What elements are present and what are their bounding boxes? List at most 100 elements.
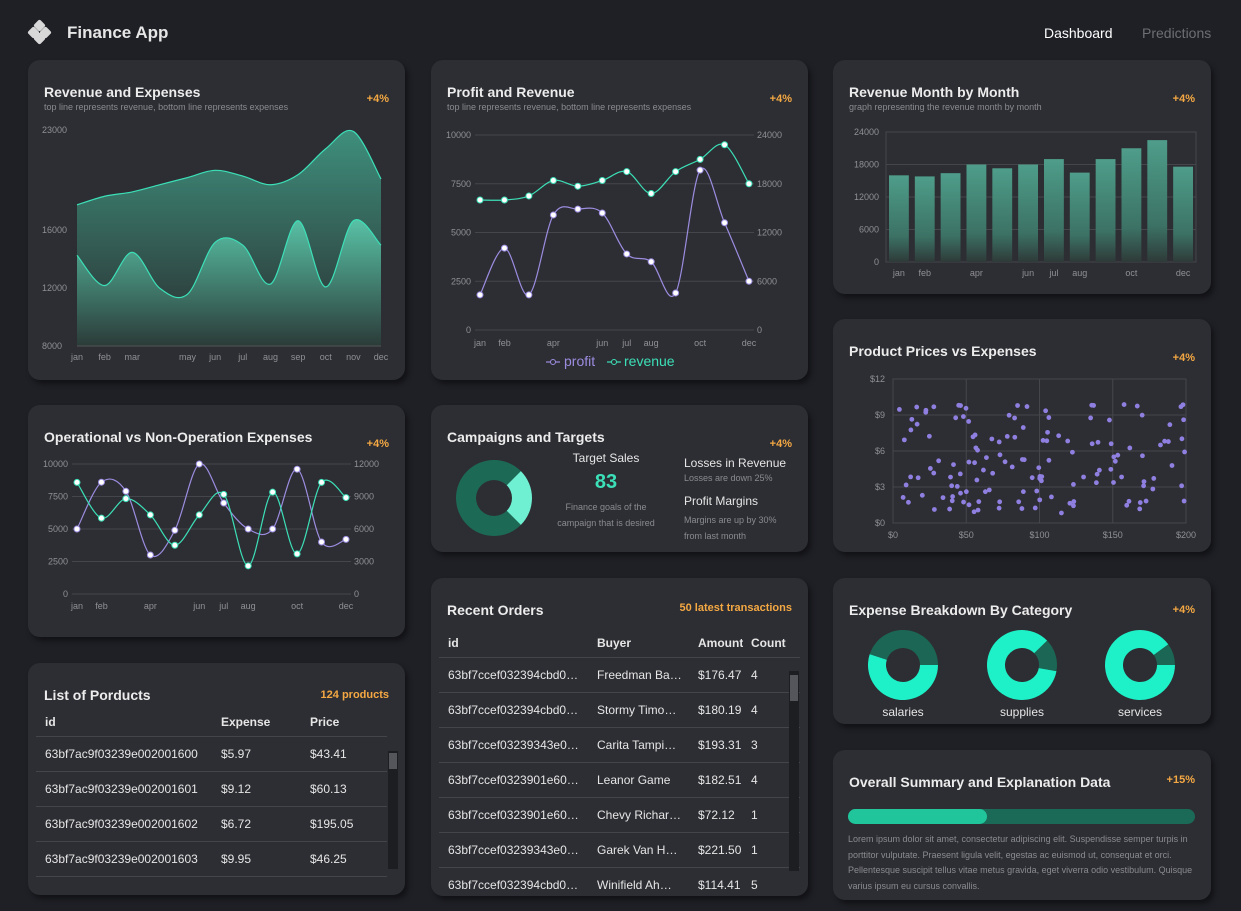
- scatter-point: [1181, 417, 1186, 423]
- scatter-point: [919, 492, 925, 498]
- table-row[interactable]: 63bf7ccef0323901e60… Leanor Game $182.51 4: [439, 763, 800, 798]
- tick-label: 12000: [757, 228, 782, 238]
- bar: [1095, 159, 1116, 262]
- revenue-line: [479, 143, 750, 201]
- table-row[interactable]: 63bf7ac9f03239e002001601 $9.12 $60.13: [36, 772, 387, 807]
- scatter-point: [1020, 425, 1026, 430]
- tick-label: jul: [237, 352, 247, 362]
- tick-label: 0: [757, 325, 762, 335]
- table-row[interactable]: 63bf7ac9f03239e002001603 $9.95 $46.25: [36, 842, 387, 877]
- cell-count: 1: [751, 843, 758, 857]
- card-badge: +4%: [769, 438, 792, 450]
- table-row[interactable]: 63bf7ccef03239343e0… Garek Van H… $221.50 1: [439, 833, 800, 868]
- card-subtitle: top line represents revenue, bottom line…: [44, 102, 289, 112]
- tick-label: sep: [291, 352, 306, 362]
- operational-point: [195, 460, 203, 468]
- scatter-point: [1039, 478, 1044, 484]
- card-badge: +15%: [1166, 774, 1195, 786]
- tick-label: 3000: [354, 557, 374, 567]
- scatter-point: [948, 474, 953, 480]
- table-row[interactable]: 63bf7ccef032394cbd0… Freedman Ba… $176.47 4: [439, 658, 800, 693]
- tick-label: 24000: [854, 127, 879, 137]
- cell-price: $195.05: [310, 817, 354, 831]
- tick-label: 18000: [854, 160, 879, 170]
- cell-expense: $9.95: [221, 852, 252, 866]
- scroll-thumb[interactable]: [389, 753, 397, 769]
- non-operational-point: [244, 562, 252, 570]
- scatter-point: [975, 507, 981, 513]
- scatter-point: [1127, 445, 1133, 451]
- cell-amount: $72.12: [698, 808, 735, 822]
- tick-label: $150: [1103, 530, 1123, 540]
- table-row[interactable]: 63bf7ccef032394cbd0… Winifield Ah… $114.41…: [439, 868, 800, 896]
- tick-label: dec: [1176, 268, 1191, 278]
- card-badge: 50 latest transactions: [679, 602, 793, 614]
- operational-point: [171, 526, 179, 534]
- scatter-point: [1137, 506, 1143, 512]
- table-row[interactable]: 63bf7ccef0323901e60… Chevy Richar… $72.12 1: [439, 798, 800, 833]
- target-value: 83: [594, 471, 618, 493]
- nav-dashboard[interactable]: Dashboard: [1044, 25, 1113, 41]
- col-count[interactable]: Count: [751, 636, 786, 650]
- cell-id: 63bf7ccef032394cbd0…: [448, 878, 579, 892]
- services-donut-slice-rest: [1153, 644, 1175, 665]
- scatter-point: [954, 483, 960, 489]
- table-row[interactable]: 63bf7ac9f03239e002001600 $5.97 $43.41: [36, 737, 387, 772]
- tick-label: jun: [595, 338, 608, 348]
- scatter-point: [1043, 408, 1049, 414]
- card-title: Campaigns and Targets: [447, 429, 605, 445]
- scatter-point: [1009, 464, 1015, 470]
- card-badge: +4%: [366, 93, 389, 105]
- non-operational-point: [220, 490, 228, 498]
- scatter-point: [953, 415, 959, 421]
- col-id[interactable]: id: [45, 715, 56, 729]
- scatter-point: [966, 419, 972, 424]
- col-buyer[interactable]: Buyer: [597, 636, 632, 650]
- table-row[interactable]: 63bf7ac9f03239e002001602 $6.72 $195.05: [36, 807, 387, 842]
- scatter-point: [926, 433, 932, 439]
- tick-label: jul: [1048, 268, 1058, 278]
- revenue-point: [721, 141, 729, 149]
- revenue-point: [549, 177, 557, 184]
- scroll-thumb[interactable]: [790, 675, 798, 701]
- cell-id: 63bf7ccef032394cbd0…: [448, 668, 579, 682]
- col-price[interactable]: Price: [310, 715, 340, 729]
- col-id[interactable]: id: [448, 636, 459, 650]
- cell-price: $43.41: [310, 747, 347, 761]
- col-amount[interactable]: Amount: [698, 636, 744, 650]
- scatter-point: [972, 432, 978, 438]
- profit-point: [574, 205, 582, 213]
- scatter-point: [1019, 457, 1025, 462]
- profit-point: [647, 258, 655, 266]
- table-row[interactable]: 63bf7ccef032394cbd0… Stormy Timo… $180.19 4: [439, 693, 800, 728]
- scatter-point: [997, 499, 1003, 505]
- tick-label: aug: [263, 352, 278, 362]
- tick-label: aug: [644, 338, 659, 348]
- operational-point: [269, 525, 277, 533]
- scatter-point: [1095, 439, 1101, 445]
- tick-label: jul: [621, 338, 631, 348]
- cell-id: 63bf7ac9f03239e002001603: [45, 852, 198, 866]
- scatter-point: [1006, 412, 1012, 418]
- scatter-point: [990, 470, 996, 476]
- scatter-point: [1182, 449, 1187, 455]
- card-title: Profit and Revenue: [447, 84, 575, 100]
- scatter-point: [903, 482, 909, 488]
- non-operational-point: [122, 495, 130, 503]
- card-badge: +4%: [769, 93, 792, 105]
- scatter-point: [1162, 438, 1168, 444]
- scatter-point: [1143, 498, 1149, 504]
- cell-id: 63bf7ccef0323901e60…: [448, 773, 579, 787]
- tick-label: 16000: [42, 225, 67, 235]
- table-row[interactable]: 63bf7ccef03239343e0… Carita Tampi… $193.31…: [439, 728, 800, 763]
- col-expense[interactable]: Expense: [221, 715, 271, 729]
- tick-label: apr: [970, 268, 983, 278]
- tick-label: $3: [875, 482, 885, 492]
- table-header: id Buyer Amount Count: [439, 628, 800, 658]
- tick-label: dec: [339, 601, 354, 611]
- scatter-point: [1119, 474, 1124, 480]
- orders-scrollbar[interactable]: [789, 671, 799, 871]
- products-scrollbar[interactable]: [388, 751, 398, 869]
- scatter-point: [1002, 459, 1008, 465]
- nav-predictions[interactable]: Predictions: [1142, 25, 1212, 41]
